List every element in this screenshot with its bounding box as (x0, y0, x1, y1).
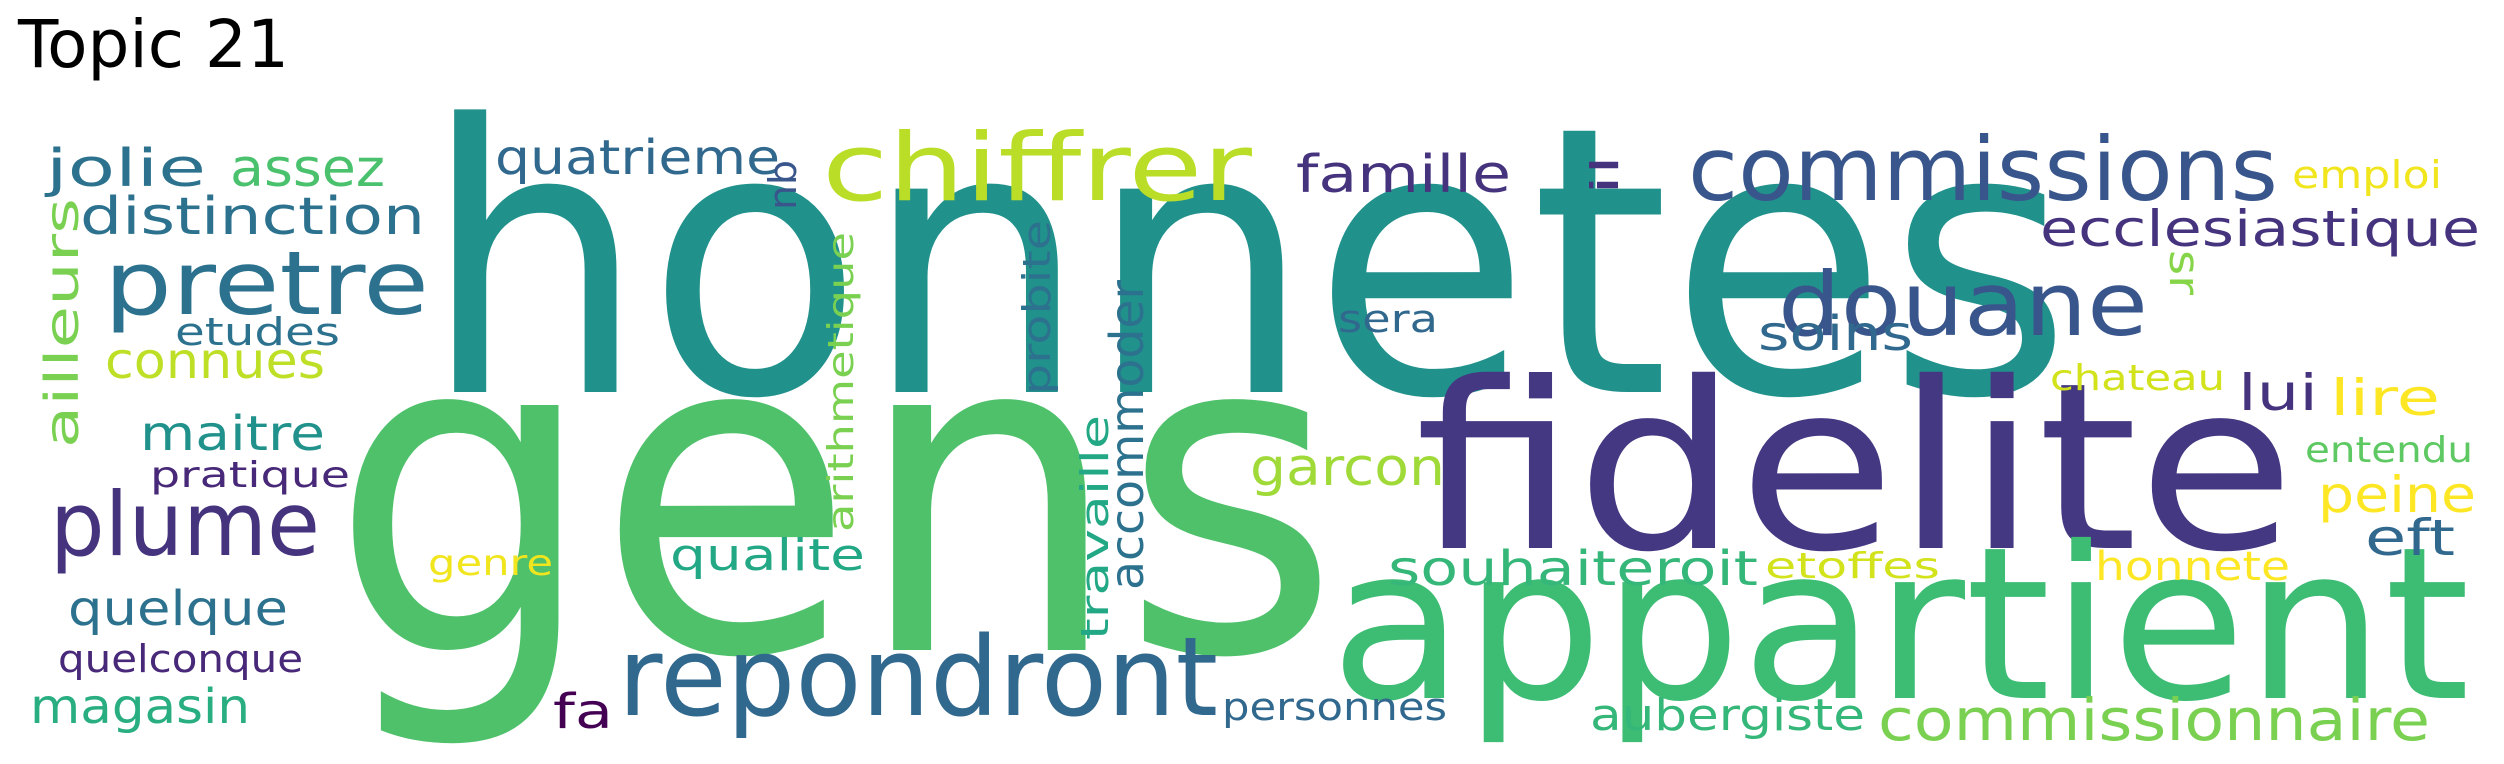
word-etudes: etudes (175, 310, 340, 354)
word-famille: famille (1296, 145, 1511, 205)
word-lui: lui (2238, 364, 2318, 422)
word-arithmetique: arithmetique (821, 232, 862, 532)
word-plume: plume (50, 473, 320, 576)
word-ecclesiastique: ecclesiastique (2040, 200, 2480, 258)
word-garcon: garcon (1250, 438, 1445, 498)
word-emploi: emploi (2292, 153, 2442, 197)
word-quelconque: quelconque (58, 637, 303, 681)
word-fidelite: fidelite (1415, 333, 2295, 603)
word-pratique: pratique (150, 455, 350, 496)
word-sera: sera (1338, 297, 1438, 341)
word-aubergiste: aubergiste (1590, 690, 1865, 741)
word-soins: soins (1758, 306, 1913, 362)
word-distinction: distinction (80, 187, 425, 247)
word-appartient: appartient (1330, 501, 2470, 748)
word-commissions: commissions (1688, 118, 2278, 221)
word-eft: eft (2365, 509, 2455, 567)
word-magasin: magasin (30, 679, 250, 735)
word-lire: lire (2330, 369, 2440, 427)
word-ailleurs: ailleurs (35, 198, 89, 448)
word-peine: peine (2318, 466, 2476, 524)
word-il: il (1583, 155, 1627, 195)
word-fa: fa (553, 684, 613, 740)
page-title: Topic 21 (18, 6, 289, 83)
word-jolie: jolie (45, 139, 206, 199)
word-travaille: travaille (1073, 415, 1117, 640)
word-pretre: pretre (104, 232, 429, 335)
word-maitre: maitre (140, 406, 325, 462)
word-honnetes: honnetes (422, 47, 2072, 480)
word-honnete: honnete (2095, 544, 2290, 590)
word-accommoder: accommoder (1100, 280, 1154, 590)
word-chateau: chateau (2050, 358, 2225, 399)
word-assez: assez (230, 139, 385, 199)
word-personnes: personnes (1222, 685, 1447, 729)
word-repondront: repondront (618, 613, 1218, 741)
word-probite: probite (1015, 220, 1059, 395)
word-souhaiteroit: souhaiteroit (1388, 541, 1758, 597)
word-quatrieme: quatrieme (495, 130, 780, 186)
word-commissionnaire: commissionnaire (1878, 686, 2430, 754)
word-quelque: quelque (68, 581, 288, 637)
word-etoffes: etoffes (1765, 546, 1940, 587)
word-gens: gens (330, 234, 1340, 756)
word-chiffrer: chiffrer (822, 114, 1252, 223)
word-qualite: qualite (670, 530, 865, 581)
word-douane: douane (1778, 253, 2148, 356)
word-connues: connues (105, 332, 325, 390)
word-entendu: entendu (2305, 430, 2473, 471)
word-qu: qu (766, 160, 810, 210)
word-genre: genre (428, 543, 553, 584)
word-sr: sr (2160, 250, 2209, 296)
